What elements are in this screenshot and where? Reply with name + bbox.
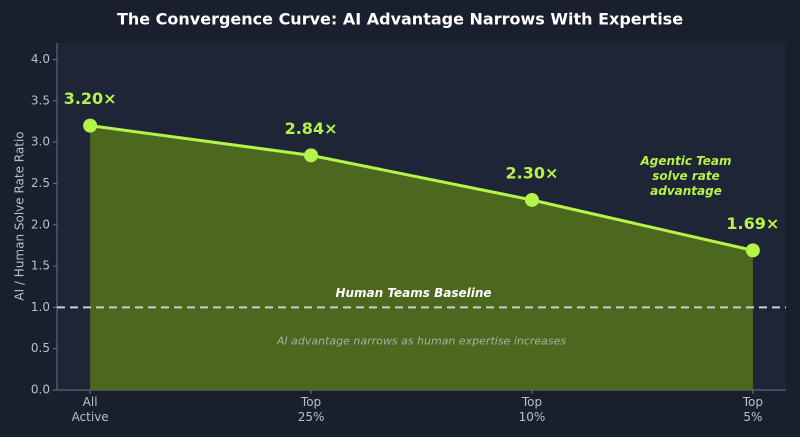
- value-label: 2.84×: [285, 119, 338, 138]
- x-tick-label: Top 5%: [742, 395, 763, 424]
- value-label: 2.30×: [506, 163, 559, 182]
- area: [90, 125, 753, 390]
- line: [89, 124, 754, 252]
- y-axis-label: AI / Human Solve Rate Ratio: [13, 131, 27, 300]
- y-tick-label: 1.0: [31, 300, 50, 314]
- x-tick-label: All Active: [71, 395, 109, 424]
- y-tick-label: 4.0: [31, 52, 50, 66]
- annotation: AI advantage narrows as human expertise …: [276, 334, 567, 347]
- value-label: 3.20×: [64, 89, 117, 108]
- y-tick-label: 1.5: [31, 259, 50, 273]
- point: [745, 243, 760, 258]
- x-tick-label: Top 25%: [297, 395, 325, 424]
- y-tick-label: 2.0: [31, 217, 50, 231]
- chart-title: The Convergence Curve: AI Advantage Narr…: [117, 10, 683, 29]
- y-tick-label: 0.0: [31, 383, 50, 397]
- x-tick-label: Top 10%: [518, 395, 546, 424]
- y-tick-label: 0.5: [31, 341, 50, 355]
- baseline-label: Human Teams Baseline: [335, 286, 491, 300]
- point: [83, 118, 98, 133]
- point: [304, 148, 319, 163]
- y-tick-label: 3.5: [31, 93, 50, 107]
- legend-label: Agentic Team solve rate advantage: [640, 154, 732, 198]
- y-tick-label: 2.5: [31, 176, 50, 190]
- y-tick-label: 3.0: [31, 135, 50, 149]
- point: [524, 192, 539, 207]
- value-label: 1.69×: [726, 214, 779, 233]
